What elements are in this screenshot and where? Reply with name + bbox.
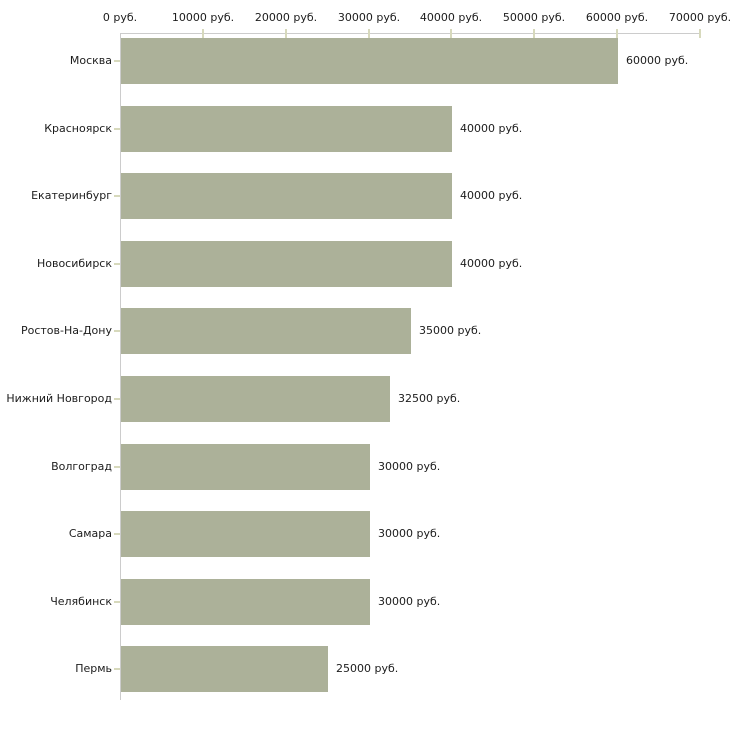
value-label: 25000 руб.	[336, 662, 399, 675]
y-axis-tick	[114, 128, 120, 130]
value-label: 30000 руб.	[378, 595, 441, 608]
y-axis-tick	[114, 601, 120, 603]
category-label: Самара	[68, 527, 112, 540]
y-axis-tick	[114, 195, 120, 197]
bar	[121, 646, 328, 692]
bar	[121, 241, 452, 287]
category-label: Волгоград	[51, 460, 112, 473]
y-axis-line	[120, 33, 121, 700]
y-axis-tick	[114, 263, 120, 265]
x-axis-tick-label: 20000 руб.	[254, 11, 318, 24]
x-axis-tick	[616, 29, 618, 38]
x-axis-tick-label: 70000 руб.	[668, 11, 730, 24]
x-axis-tick	[202, 29, 204, 38]
bar	[121, 173, 452, 219]
value-label: 35000 руб.	[419, 324, 482, 337]
x-axis-tick	[699, 29, 701, 38]
y-axis-tick	[114, 398, 120, 400]
x-axis-tick	[368, 29, 370, 38]
bar	[121, 376, 390, 422]
y-axis-tick	[114, 533, 120, 535]
category-label: Екатеринбург	[31, 189, 112, 202]
bar	[121, 511, 370, 557]
x-axis-tick	[450, 29, 452, 38]
category-label: Челябинск	[50, 595, 112, 608]
x-axis-tick	[533, 29, 535, 38]
x-axis-tick	[285, 29, 287, 38]
value-label: 30000 руб.	[378, 460, 441, 473]
x-axis-tick-label: 60000 руб.	[585, 11, 649, 24]
category-label: Красноярск	[44, 122, 112, 135]
x-axis-tick-label: 30000 руб.	[337, 11, 401, 24]
bar	[121, 579, 370, 625]
y-axis-tick	[114, 60, 120, 62]
value-label: 40000 руб.	[460, 122, 523, 135]
bar	[121, 106, 452, 152]
bar	[121, 444, 370, 490]
x-axis-tick-label: 40000 руб.	[419, 11, 483, 24]
y-axis-tick	[114, 330, 120, 332]
category-label: Ростов-На-Дону	[20, 324, 112, 337]
category-label: Пермь	[75, 662, 112, 675]
y-axis-tick	[114, 668, 120, 670]
x-axis-tick-label: 50000 руб.	[502, 11, 566, 24]
category-label: Москва	[69, 54, 112, 67]
x-axis-tick-label: 0 руб.	[102, 11, 138, 24]
category-label: Новосибирск	[36, 257, 112, 270]
x-axis-line	[120, 33, 701, 34]
category-label: Нижний Новгород	[6, 392, 112, 405]
value-label: 60000 руб.	[626, 54, 689, 67]
bar	[121, 308, 411, 354]
x-axis-tick-label: 10000 руб.	[171, 11, 235, 24]
bar	[121, 38, 618, 84]
value-label: 40000 руб.	[460, 257, 523, 270]
value-label: 32500 руб.	[398, 392, 461, 405]
value-label: 40000 руб.	[460, 189, 523, 202]
value-label: 30000 руб.	[378, 527, 441, 540]
y-axis-tick	[114, 466, 120, 468]
